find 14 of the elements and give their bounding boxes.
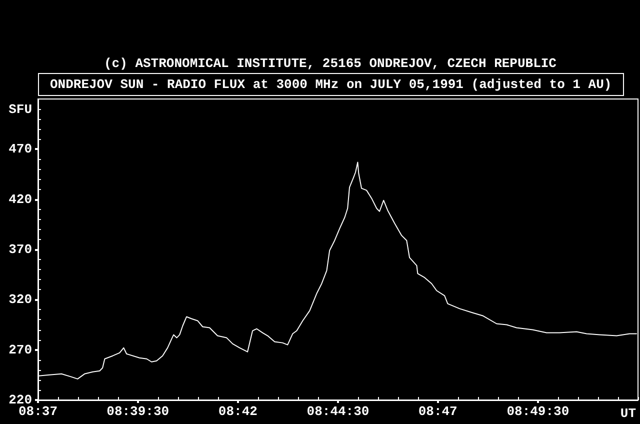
y-axis-title: SFU (8, 102, 32, 117)
x-tick-label: 08:44:30 (306, 404, 370, 419)
x-tick-label: 08:39:30 (106, 404, 170, 419)
y-tick-label: 370 (8, 242, 32, 257)
x-tick-label: 08:42 (218, 404, 258, 419)
y-tick-label: 470 (8, 142, 32, 157)
x-tick-label: 08:47 (418, 404, 458, 419)
chart-title: (c) ASTRONOMICAL INSTITUTE, 25165 ONDREJOV, CZECH REPUBLIC (104, 56, 557, 71)
x-axis-title: UT (620, 406, 636, 421)
chart-subtitle: ONDREJOV SUN - RADIO FLUX at 3000 MHz on JULY 05,1991 (adjusted to 1 AU) (50, 77, 612, 92)
y-tick-label: 270 (8, 342, 32, 358)
y-tick-label: 420 (8, 192, 32, 207)
x-tick-label: 08:49:30 (506, 404, 570, 419)
y-tick-label: 320 (8, 292, 32, 308)
